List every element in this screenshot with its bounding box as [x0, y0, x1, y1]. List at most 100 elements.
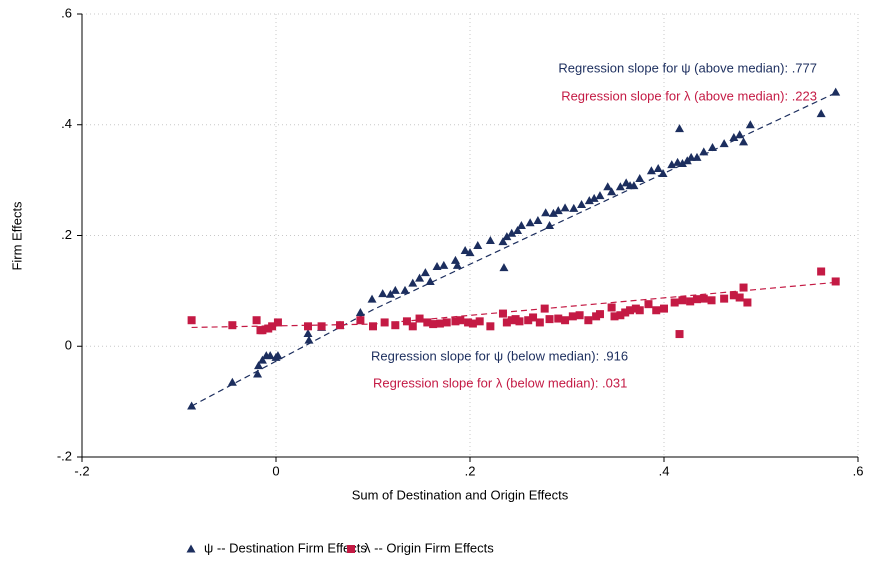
point: [616, 311, 625, 320]
point: [468, 319, 477, 328]
point: [273, 351, 283, 360]
point: [525, 218, 535, 227]
point: [254, 361, 264, 370]
point: [228, 321, 237, 330]
point: [603, 182, 613, 191]
point: [429, 320, 438, 329]
point: [367, 294, 377, 303]
point: [391, 321, 400, 330]
point: [607, 303, 616, 312]
point: [257, 355, 267, 364]
point: [516, 221, 526, 230]
point: [720, 294, 729, 303]
point: [699, 147, 709, 156]
point: [513, 226, 523, 235]
point: [686, 152, 696, 161]
legend-label: λ -- Origin Firm Effects: [364, 540, 494, 555]
x-tick-label: -.2: [74, 463, 89, 478]
point: [729, 291, 738, 300]
point: [595, 310, 604, 319]
point: [545, 221, 555, 230]
point: [692, 295, 701, 304]
point: [439, 260, 449, 269]
legend-symbol: [186, 544, 196, 553]
point: [515, 317, 524, 326]
point: [408, 278, 418, 287]
legend-symbol: [347, 545, 355, 553]
point: [584, 316, 593, 325]
point: [423, 318, 432, 327]
point: [658, 168, 668, 177]
point: [336, 321, 345, 330]
point: [317, 322, 326, 331]
point: [831, 277, 840, 286]
point: [577, 199, 587, 208]
point: [420, 268, 430, 277]
point: [584, 196, 594, 205]
point: [485, 235, 495, 244]
point: [502, 318, 511, 327]
point: [498, 237, 508, 246]
point: [486, 322, 495, 331]
point: [743, 298, 752, 307]
x-tick-label: .2: [465, 463, 476, 478]
point: [817, 267, 826, 276]
y-tick-label: .4: [61, 116, 72, 131]
point: [653, 163, 663, 172]
point: [739, 137, 749, 146]
point: [502, 232, 512, 241]
point: [745, 120, 755, 129]
point: [408, 322, 417, 331]
point: [400, 285, 410, 294]
y-axis-title: Firm Effects: [9, 201, 24, 271]
point: [390, 285, 400, 294]
point: [253, 369, 263, 378]
point: [735, 130, 745, 139]
point: [610, 312, 619, 321]
point: [540, 304, 549, 313]
point: [442, 318, 451, 327]
point: [548, 208, 558, 217]
point: [646, 166, 656, 175]
annotation: Regression slope for λ (below median): .…: [373, 375, 627, 390]
point: [187, 401, 197, 410]
point: [545, 315, 554, 324]
point: [635, 306, 644, 315]
point: [432, 262, 442, 271]
point: [707, 296, 716, 305]
point: [678, 296, 687, 305]
point: [675, 330, 684, 339]
point: [435, 319, 444, 328]
point: [464, 318, 473, 327]
point: [507, 228, 517, 237]
point: [739, 283, 748, 292]
point: [460, 245, 470, 254]
point: [369, 322, 377, 331]
x-tick-label: .6: [853, 463, 864, 478]
legend-label: ψ -- Destination Firm Effects: [204, 540, 367, 555]
point: [652, 306, 661, 315]
point: [252, 316, 261, 325]
point: [560, 203, 570, 212]
point: [303, 329, 313, 338]
point: [524, 316, 533, 325]
annotation: Regression slope for λ (above median): .…: [561, 88, 817, 103]
point: [569, 203, 579, 212]
y-tick-label: -.2: [57, 448, 72, 463]
point: [615, 182, 625, 191]
point: [451, 317, 460, 326]
point: [554, 314, 563, 323]
point: [475, 317, 484, 326]
point: [378, 289, 388, 298]
point: [626, 306, 635, 315]
point: [670, 298, 679, 307]
point: [380, 318, 389, 327]
point: [553, 206, 563, 215]
point: [498, 309, 507, 318]
point: [719, 139, 729, 148]
point: [621, 308, 630, 317]
annotation: Regression slope for ψ (above median): .…: [558, 60, 817, 75]
point: [541, 208, 551, 217]
y-tick-label: 0: [65, 338, 72, 353]
point: [473, 240, 483, 249]
